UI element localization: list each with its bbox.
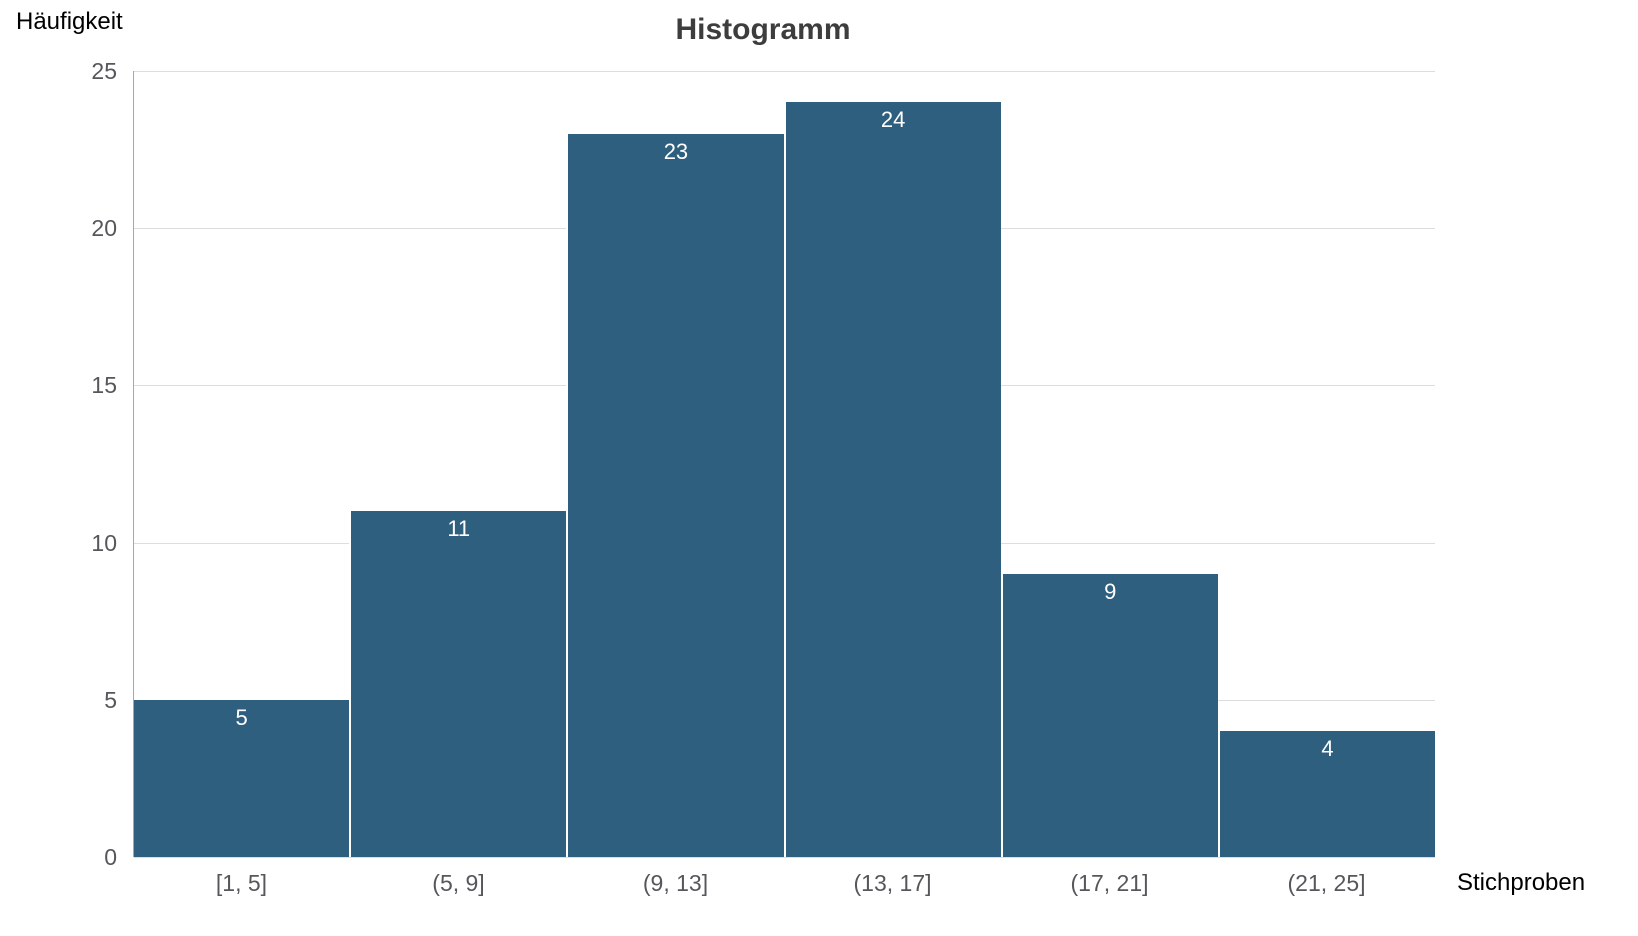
- x-axis-ticks: [1, 5] (5, 9] (9, 13] (13, 17] (17, 21] (21, …: [133, 870, 1435, 897]
- y-tick-label-10: 10: [91, 529, 117, 556]
- y-tick-label-15: 15: [91, 372, 117, 399]
- bar-[1, 5][interactable]: 5: [134, 699, 350, 857]
- bar-value-label: 5: [235, 704, 248, 730]
- bar-value-label: 23: [663, 138, 689, 164]
- x-tick-label-4: (17, 21]: [1070, 870, 1149, 896]
- bar-(17, 21][interactable]: 9: [1000, 574, 1218, 857]
- gridline-y-0: [134, 857, 1435, 858]
- bar-value-label: 11: [447, 516, 471, 542]
- bar-(9, 13][interactable]: 23: [566, 133, 784, 857]
- x-axis-title: Stichproben: [1457, 869, 1586, 896]
- bar-value-label: 4: [1321, 736, 1334, 762]
- x-tick-label-0: [1, 5]: [215, 870, 268, 896]
- y-tick-label-20: 20: [91, 215, 117, 242]
- bar-(13, 17][interactable]: 24: [783, 102, 1001, 857]
- gridline-y-25: [134, 71, 1435, 72]
- y-tick-label-0: 0: [104, 844, 117, 870]
- bar-(5, 9][interactable]: 11: [349, 511, 567, 857]
- y-tick-label-5: 5: [104, 686, 117, 713]
- y-axis-title: Häufigkeit: [16, 8, 123, 35]
- x-tick-label-5: (21, 25]: [1287, 870, 1366, 896]
- x-tick-label-3: (13, 17]: [853, 870, 932, 896]
- y-tick-label-25: 25: [91, 58, 117, 84]
- plot-area: 5 11 23 24 9 4: [133, 71, 1436, 858]
- bar-value-label: 9: [1104, 579, 1117, 605]
- bar-value-label: 24: [880, 107, 906, 133]
- x-tick-label-2: (9, 13]: [642, 870, 709, 896]
- bar-(21, 25][interactable]: 4: [1217, 731, 1436, 857]
- bars-container: 5 11 23 24 9 4: [134, 71, 1436, 857]
- chart-title: Histogramm: [675, 13, 851, 46]
- x-tick-label-1: (5, 9]: [432, 870, 485, 896]
